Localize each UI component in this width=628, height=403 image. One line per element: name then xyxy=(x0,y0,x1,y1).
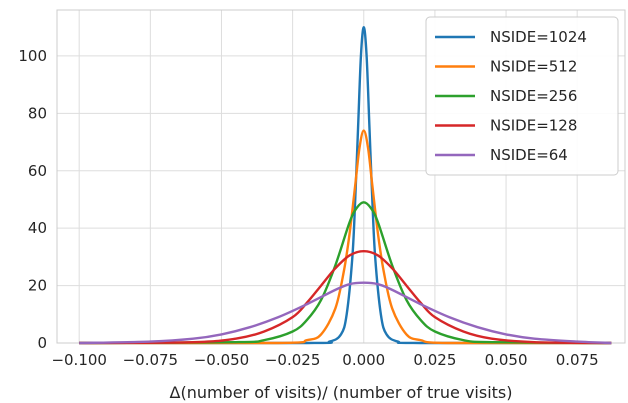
legend-label: NSIDE=1024 xyxy=(490,28,587,46)
series-lines xyxy=(79,26,612,345)
x-tick-label: 0.000 xyxy=(342,351,385,369)
series-line xyxy=(79,281,612,345)
series-line xyxy=(79,249,612,345)
x-tick-label: −0.100 xyxy=(51,351,107,369)
x-tick-label: 0.025 xyxy=(413,351,456,369)
y-tick-label: 0 xyxy=(37,334,47,352)
y-tick-label: 20 xyxy=(28,277,47,295)
x-tick-label: −0.075 xyxy=(123,351,179,369)
y-tick-label: 100 xyxy=(18,47,47,65)
legend-label: NSIDE=64 xyxy=(490,146,568,164)
x-tick-label: 0.075 xyxy=(556,351,599,369)
legend-label: NSIDE=128 xyxy=(490,117,577,135)
series-line xyxy=(79,129,612,345)
y-tick-label: 60 xyxy=(28,162,47,180)
y-tick-label: 80 xyxy=(28,104,47,122)
x-tick-labels: −0.100 −0.075 −0.050 −0.025 0.000 0.025 0.050 0… xyxy=(51,351,598,369)
y-tick-label: 40 xyxy=(28,219,47,237)
plot-frame xyxy=(56,9,626,344)
series-line xyxy=(79,201,612,345)
x-tick-label: −0.050 xyxy=(194,351,250,369)
x-tick-label: 0.050 xyxy=(485,351,528,369)
y-tick-labels: 0 20 40 60 80 100 xyxy=(18,47,47,352)
x-axis-label: Δ(number of visits)/ (number of true vis… xyxy=(170,383,513,402)
legend-box xyxy=(425,16,619,176)
series-line xyxy=(79,26,612,345)
legend-label: NSIDE=512 xyxy=(490,58,577,76)
legend-label: NSIDE=256 xyxy=(490,87,577,105)
x-tick-label: −0.025 xyxy=(265,351,321,369)
legend: NSIDE=1024 NSIDE=512 NSIDE=256 NSIDE=128 NSI… xyxy=(425,16,619,176)
